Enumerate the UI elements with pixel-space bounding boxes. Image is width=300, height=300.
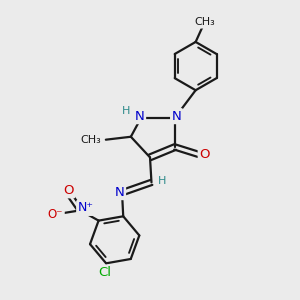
Text: CH₃: CH₃ [81, 135, 101, 145]
Text: N: N [115, 186, 124, 199]
Text: O: O [63, 184, 74, 197]
Text: N: N [172, 110, 182, 123]
Text: H: H [122, 106, 130, 116]
Text: Cl: Cl [98, 266, 111, 279]
Text: H: H [158, 176, 166, 186]
Text: N⁺: N⁺ [78, 202, 94, 214]
Text: O⁻: O⁻ [48, 208, 63, 221]
Text: O: O [199, 148, 210, 161]
Text: N: N [135, 110, 145, 123]
Text: CH₃: CH₃ [194, 17, 215, 27]
